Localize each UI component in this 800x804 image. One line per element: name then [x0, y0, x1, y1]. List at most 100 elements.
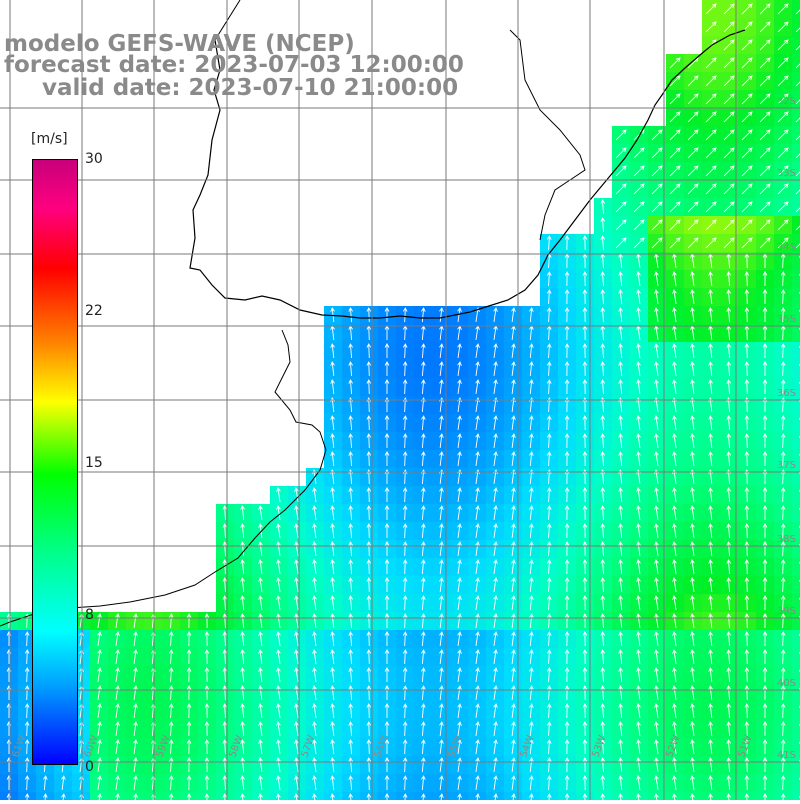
wind-arrow	[186, 721, 192, 737]
wind-arrow	[777, 93, 789, 105]
wind-arrow	[330, 541, 335, 557]
wind-arrow	[546, 235, 552, 251]
wind-arrow	[97, 721, 102, 736]
wind-arrow	[744, 415, 750, 431]
wind-arrow	[330, 595, 335, 611]
wind-arrow	[582, 649, 588, 665]
wind-arrow	[115, 649, 120, 664]
wind-arrow	[582, 307, 588, 323]
wind-arrow	[402, 775, 408, 791]
wind-arrow	[690, 595, 695, 610]
wind-arrow	[726, 613, 732, 629]
wind-arrow	[672, 757, 677, 772]
wind-arrow	[204, 739, 210, 755]
wind-arrow	[529, 343, 534, 359]
wind-arrow	[97, 685, 102, 700]
wind-arrow	[475, 595, 480, 610]
wind-arrow	[582, 415, 588, 431]
wind-arrow	[294, 559, 299, 574]
wind-arrow	[330, 721, 335, 737]
wind-arrow	[654, 775, 659, 790]
wind-arrow	[384, 307, 390, 323]
wind-arrow	[564, 379, 570, 395]
wind-arrow	[780, 451, 786, 467]
wind-arrow	[366, 613, 372, 629]
colorbar-tick-22: 22	[85, 303, 103, 319]
wind-arrow	[439, 649, 444, 665]
wind-arrow	[615, 147, 627, 159]
wind-arrow	[741, 237, 753, 249]
wind-cell	[792, 36, 800, 55]
wind-arrow	[618, 685, 623, 701]
wind-arrow	[312, 667, 317, 682]
wind-arrow	[115, 631, 120, 646]
wind-arrow	[672, 703, 677, 718]
wind-arrow	[529, 649, 534, 665]
lat-label: 40S	[777, 678, 796, 689]
wind-arrow	[493, 451, 498, 466]
wind-arrow	[222, 667, 228, 683]
wind-arrow	[687, 75, 699, 87]
wind-arrow	[726, 757, 732, 773]
wind-arrow	[493, 757, 498, 772]
wind-cell	[792, 594, 800, 613]
wind-arrow	[97, 739, 102, 754]
wind-cell	[792, 252, 800, 271]
wind-arrow	[366, 343, 372, 359]
wind-arrow	[777, 147, 789, 159]
wind-arrow	[669, 111, 681, 123]
wind-arrow	[457, 415, 462, 430]
wind-arrow	[708, 613, 713, 629]
wind-cell	[792, 414, 800, 433]
wind-arrow	[564, 487, 570, 503]
wind-arrow	[618, 541, 623, 557]
wind-arrow	[744, 379, 750, 395]
wind-arrow	[222, 703, 228, 719]
wind-arrow	[708, 505, 713, 521]
wind-arrow	[582, 343, 588, 359]
wind-arrow	[529, 541, 534, 557]
wind-arrow	[582, 577, 588, 593]
wind-arrow	[564, 343, 570, 359]
wind-arrow	[600, 217, 606, 233]
wind-arrow	[475, 523, 480, 538]
wind-arrow	[294, 541, 299, 556]
wind-arrow	[600, 703, 606, 719]
wind-arrow	[669, 201, 681, 213]
wind-arrow	[439, 757, 444, 773]
wind-arrow	[348, 379, 353, 395]
wind-cell	[792, 468, 800, 487]
wind-arrow	[168, 775, 174, 791]
wind-arrow	[312, 523, 317, 538]
wind-arrow	[348, 739, 353, 755]
wind-arrow	[582, 487, 588, 503]
wind-arrow	[600, 307, 606, 323]
wind-arrow	[258, 541, 263, 556]
wind-arrow	[687, 93, 699, 105]
wind-arrow	[672, 505, 677, 520]
wind-arrow	[348, 361, 353, 377]
wind-arrow	[744, 289, 750, 305]
wind-arrow	[348, 307, 353, 323]
wind-arrow	[723, 129, 735, 141]
wind-arrow	[258, 685, 263, 700]
wind-cell	[792, 648, 800, 667]
wind-arrow	[493, 775, 498, 790]
wind-arrow	[133, 739, 138, 754]
wind-arrow	[723, 93, 735, 105]
wind-arrow	[726, 721, 732, 737]
wind-arrow	[24, 667, 30, 683]
wind-arrow	[546, 415, 552, 431]
wind-arrow	[744, 487, 750, 503]
wind-arrow	[546, 613, 552, 629]
wind-arrow	[759, 165, 771, 177]
wind-arrow	[672, 631, 677, 646]
wind-arrow	[672, 343, 677, 358]
wind-arrow	[669, 147, 681, 159]
wind-arrow	[493, 721, 498, 736]
wind-arrow	[636, 559, 641, 574]
wind-arrow	[366, 523, 372, 539]
wind-arrow	[97, 667, 102, 682]
wind-arrow	[741, 165, 753, 177]
wind-arrow	[529, 757, 534, 773]
